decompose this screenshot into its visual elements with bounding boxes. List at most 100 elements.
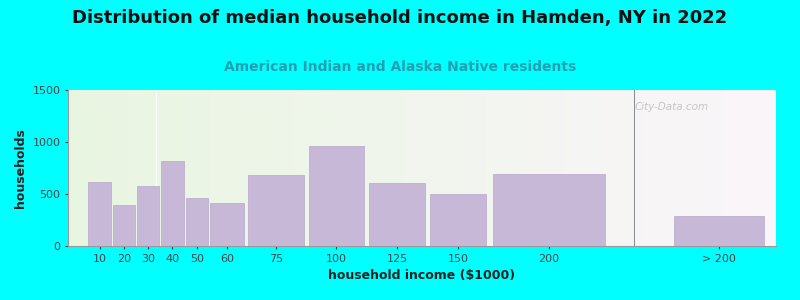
Bar (563, 90, 567, 246)
Bar (535, 90, 539, 246)
Bar (532, 90, 535, 246)
Bar (379, 90, 383, 246)
Bar (383, 90, 386, 246)
Bar (723, 90, 726, 246)
Bar (507, 90, 510, 246)
Bar (454, 90, 458, 246)
Bar (482, 90, 486, 246)
Bar (358, 90, 362, 246)
Bar (142, 90, 146, 246)
Bar (666, 90, 670, 246)
Bar (280, 90, 284, 246)
Bar (652, 90, 656, 246)
Bar (450, 90, 454, 246)
Bar (344, 90, 348, 246)
Bar (259, 90, 262, 246)
Bar (624, 90, 627, 246)
Bar (542, 90, 546, 246)
Bar (570, 90, 574, 246)
Bar (369, 90, 373, 246)
Bar (103, 90, 107, 246)
Bar (86, 90, 90, 246)
Bar (557, 90, 560, 246)
Bar (709, 90, 712, 246)
Bar (217, 90, 220, 246)
Bar (348, 90, 351, 246)
Bar (262, 90, 266, 246)
X-axis label: household income ($1000): household income ($1000) (329, 269, 515, 282)
Bar (691, 90, 694, 246)
Bar (319, 90, 323, 246)
Bar (309, 90, 312, 246)
Bar (521, 90, 525, 246)
Bar (404, 90, 408, 246)
Bar (443, 90, 446, 246)
Bar (234, 90, 238, 246)
Bar (748, 90, 751, 246)
Bar (113, 206, 135, 246)
Bar (649, 90, 652, 246)
Bar (602, 90, 606, 246)
Bar (659, 90, 662, 246)
Bar (160, 90, 163, 246)
Bar (376, 90, 379, 246)
Bar (702, 90, 706, 246)
Bar (337, 90, 341, 246)
Bar (248, 175, 304, 246)
Bar (185, 90, 188, 246)
Bar (139, 90, 142, 246)
Bar (436, 90, 440, 246)
Bar (674, 90, 677, 246)
Y-axis label: households: households (14, 128, 27, 208)
Bar (302, 90, 305, 246)
Bar (82, 90, 86, 246)
Bar (398, 90, 401, 246)
Bar (429, 90, 433, 246)
Bar (769, 90, 773, 246)
Bar (553, 90, 557, 246)
Bar (323, 90, 326, 246)
Bar (213, 90, 217, 246)
Bar (716, 90, 719, 246)
Bar (242, 90, 245, 246)
Bar (687, 90, 691, 246)
Bar (493, 174, 605, 246)
Bar (162, 161, 184, 246)
Bar (249, 90, 252, 246)
Bar (287, 90, 291, 246)
Bar (642, 90, 645, 246)
Bar (471, 90, 475, 246)
Bar (645, 90, 649, 246)
Bar (461, 90, 465, 246)
Bar (351, 90, 354, 246)
Bar (153, 90, 157, 246)
Bar (510, 90, 514, 246)
Bar (582, 90, 585, 246)
Bar (386, 90, 390, 246)
Bar (627, 90, 631, 246)
Bar (284, 90, 287, 246)
Bar (118, 90, 121, 246)
Bar (475, 90, 478, 246)
Bar (585, 90, 588, 246)
Bar (401, 90, 404, 246)
Bar (415, 90, 418, 246)
Bar (334, 90, 337, 246)
Bar (170, 90, 174, 246)
Bar (539, 90, 542, 246)
Bar (656, 90, 659, 246)
Bar (606, 90, 610, 246)
Bar (298, 90, 302, 246)
Bar (89, 182, 110, 246)
Bar (220, 90, 224, 246)
Bar (631, 90, 634, 246)
Bar (309, 146, 365, 246)
Bar (681, 90, 684, 246)
Bar (192, 90, 195, 246)
Bar (426, 90, 429, 246)
Text: Distribution of median household income in Hamden, NY in 2022: Distribution of median household income … (72, 9, 728, 27)
Bar (762, 90, 766, 246)
Bar (266, 90, 270, 246)
Bar (199, 90, 202, 246)
Bar (100, 90, 103, 246)
